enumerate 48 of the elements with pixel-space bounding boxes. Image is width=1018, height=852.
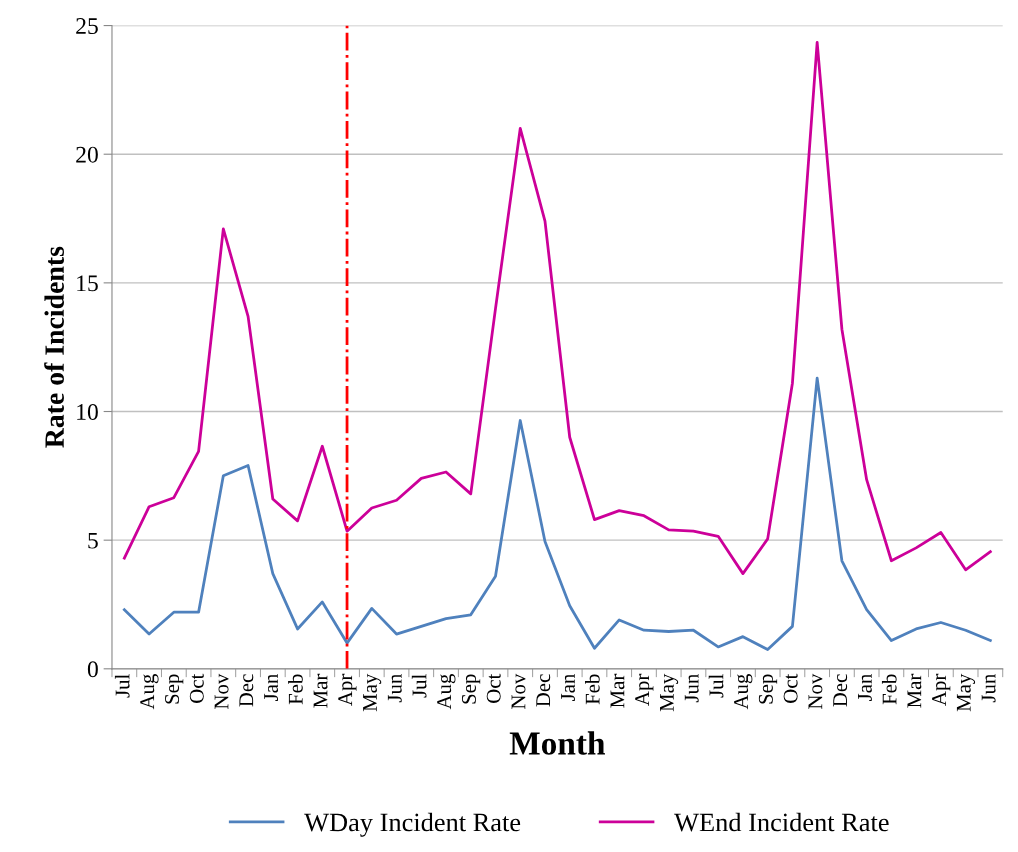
x-tick-label: Feb — [288, 674, 303, 705]
x-tick-label: Jun — [684, 674, 699, 703]
x-tick-label: Mar — [907, 673, 922, 708]
x-tick-label: Apr — [932, 673, 951, 706]
y-tick-label: 20 — [76, 146, 98, 163]
y-tick-label: 10 — [77, 404, 98, 420]
x-tick-label: Jan — [264, 674, 279, 702]
y-tick-label: 25 — [76, 18, 98, 34]
x-tick-label: Sep — [165, 674, 184, 704]
x-tick-label: Sep — [461, 674, 481, 704]
x-tick-label: Oct — [783, 673, 798, 703]
x-tick-label: May — [363, 673, 382, 712]
y-tick-label: 0 — [87, 661, 98, 678]
x-tick-label: Aug — [140, 674, 159, 710]
x-axis-title: Month — [509, 731, 606, 755]
x-tick-label: May — [660, 673, 679, 712]
x-tick-label: Jul — [411, 674, 427, 698]
x-tick-label: Apr — [338, 673, 357, 706]
x-tick-label: Sep — [758, 674, 778, 704]
x-tick-label: May — [956, 673, 976, 712]
x-tick-label: Apr — [635, 673, 654, 706]
x-tick-label: Aug — [734, 674, 753, 710]
legend-label: WEnd Incident Rate — [674, 812, 889, 832]
line-series — [122, 40, 992, 576]
y-tick-label: 15 — [77, 275, 98, 292]
x-tick-label: Dec — [833, 674, 848, 707]
x-tick-label: Dec — [239, 674, 254, 707]
x-tick-label: Jun — [981, 674, 996, 703]
x-tick-label: Nov — [214, 673, 229, 709]
x-tick-label: Feb — [881, 674, 897, 705]
x-tick-label: Oct — [486, 673, 501, 703]
x-tick-label: Oct — [189, 673, 204, 703]
x-tick-label: Jul — [114, 674, 130, 698]
x-tick-label: Dec — [536, 674, 551, 707]
y-axis-title: Rate of Incidents — [44, 246, 64, 448]
x-tick-label: Jan — [858, 674, 872, 702]
x-tick-label: Aug — [437, 674, 456, 710]
x-tick-label: Jul — [708, 674, 724, 698]
x-tick-label: Nov — [511, 673, 526, 709]
x-tick-label: Jan — [561, 674, 575, 702]
x-tick-label: Nov — [808, 673, 823, 709]
x-tick-label: Jun — [387, 674, 402, 703]
x-tick-label: Feb — [585, 674, 600, 705]
y-tick-label: 5 — [88, 532, 98, 549]
x-tick-label: Mar — [610, 673, 625, 708]
legend-label: WDay Incident Rate — [304, 812, 521, 837]
x-tick-label: Mar — [313, 673, 328, 708]
line-series — [122, 376, 992, 651]
